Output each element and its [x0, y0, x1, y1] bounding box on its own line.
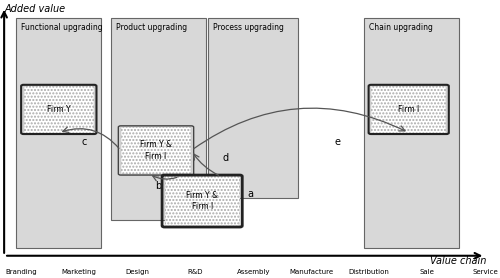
Text: Product upgrading: Product upgrading: [116, 23, 187, 32]
Text: Chain upgrading: Chain upgrading: [368, 23, 432, 32]
Text: Firm Y &
Firm I: Firm Y & Firm I: [140, 140, 172, 161]
Text: b: b: [155, 181, 161, 191]
Bar: [164, 177, 240, 226]
Bar: [371, 86, 446, 133]
Text: Assembly: Assembly: [236, 269, 270, 275]
Text: Added value: Added value: [4, 4, 66, 14]
Bar: [164, 177, 240, 226]
Text: Distribution: Distribution: [349, 269, 390, 275]
Bar: [208, 18, 298, 198]
Bar: [371, 86, 446, 133]
Bar: [121, 127, 191, 174]
Text: e: e: [334, 137, 340, 147]
Text: d: d: [223, 153, 229, 163]
Bar: [24, 86, 94, 133]
Text: a: a: [247, 189, 253, 199]
Text: c: c: [82, 137, 87, 147]
Text: Value chain: Value chain: [430, 256, 486, 266]
Bar: [24, 86, 94, 133]
Text: Firm Y &
Firm I: Firm Y & Firm I: [186, 191, 218, 212]
Bar: [111, 18, 206, 220]
Text: Manufacture: Manufacture: [289, 269, 334, 275]
Text: Process upgrading: Process upgrading: [213, 23, 284, 32]
Text: Marketing: Marketing: [62, 269, 96, 275]
Text: Functional upgrading: Functional upgrading: [21, 23, 103, 32]
Text: R&D: R&D: [188, 269, 203, 275]
Text: Design: Design: [125, 269, 149, 275]
Bar: [364, 18, 458, 247]
Bar: [16, 18, 102, 247]
Text: Firm I: Firm I: [398, 105, 419, 114]
Bar: [121, 127, 191, 174]
Text: Firm Y: Firm Y: [47, 105, 70, 114]
Text: Branding: Branding: [6, 269, 37, 275]
Text: Sale: Sale: [420, 269, 434, 275]
Text: Service: Service: [472, 269, 498, 275]
